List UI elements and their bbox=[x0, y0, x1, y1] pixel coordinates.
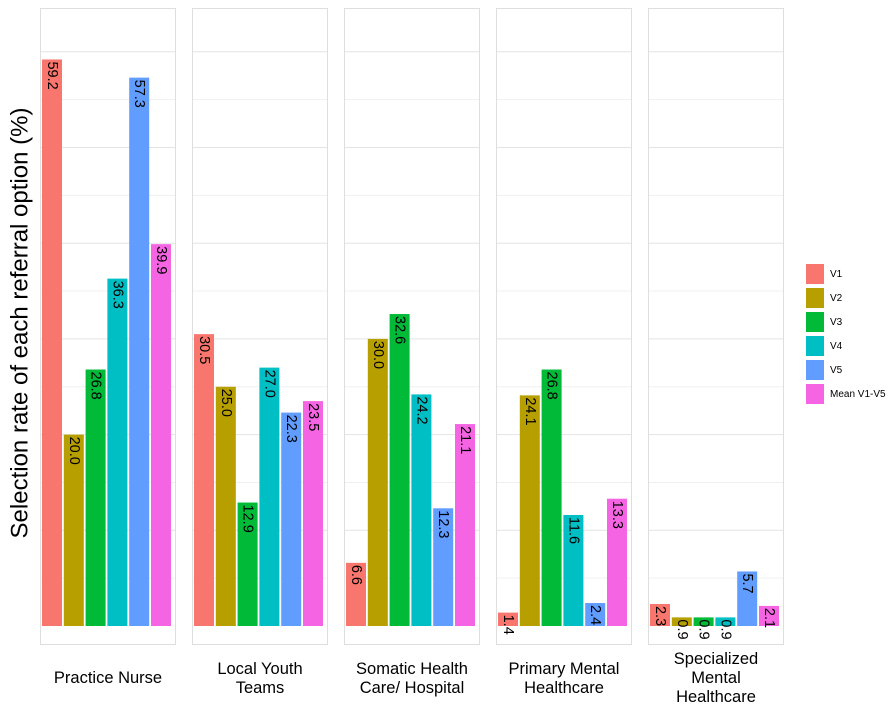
facet-4-value-label: 13.3 bbox=[609, 501, 625, 529]
legend-label: Mean V1-V5 bbox=[830, 388, 886, 400]
facet-1-value-label: 36.3 bbox=[109, 281, 125, 309]
facet-5-bar-v4 bbox=[715, 617, 736, 626]
facet-5-bar-v2 bbox=[671, 617, 692, 626]
facet-4-bar-v3 bbox=[541, 369, 562, 626]
facet-4-value-label: 24.1 bbox=[522, 397, 538, 425]
legend-label: V4 bbox=[830, 340, 843, 352]
facet-4-bar-mean-v1-v5 bbox=[607, 498, 627, 626]
bar-chart: 59.2 20.0 26.8 36.3 57.3 39.9 30.5 25.0 12.9 27.0… bbox=[40, 8, 784, 645]
facet-4-bar-v1 bbox=[498, 612, 518, 626]
facet-3-value-label: 30.0 bbox=[370, 341, 386, 369]
facet-1-label: Practice Nurse bbox=[53, 669, 163, 687]
legend-swatch bbox=[806, 264, 824, 284]
facet-4-value-label: 11.6 bbox=[565, 517, 581, 544]
legend-item-v3: V3 bbox=[806, 310, 886, 334]
facet-2-value-label: 23.5 bbox=[305, 403, 321, 431]
facet-2-value-label: 25.0 bbox=[218, 389, 234, 417]
facet-3-value-label: 32.6 bbox=[392, 316, 408, 344]
facet-2-bar-v4 bbox=[259, 367, 280, 626]
legend: V1 V2 V3 V4 V5 Mean V1-V5 bbox=[806, 262, 886, 406]
legend-swatch bbox=[806, 384, 824, 404]
facet-5-value-label: 2.1 bbox=[761, 608, 777, 628]
facet-4-bar-v5 bbox=[585, 603, 606, 626]
facet-2-value-label: 27.0 bbox=[261, 370, 277, 398]
facet-2-bar-v3 bbox=[237, 502, 258, 626]
facet-4-value-label: 26.8 bbox=[544, 372, 560, 400]
facet-2-value-label: 30.5 bbox=[196, 336, 212, 364]
facet-3-bar-v5 bbox=[433, 508, 454, 626]
facet-5-value-label: 0.9 bbox=[674, 619, 690, 639]
facet-2-value-label: 12.9 bbox=[240, 505, 256, 533]
legend-swatch bbox=[806, 312, 824, 332]
legend-label: V2 bbox=[830, 292, 843, 304]
legend-item-v5: V5 bbox=[806, 358, 886, 382]
legend-swatch bbox=[806, 360, 824, 380]
facet-5-panel bbox=[648, 8, 784, 645]
facet-3-value-label: 21.1 bbox=[457, 426, 473, 454]
legend-label: V3 bbox=[830, 316, 843, 328]
facet-2-bar-v2 bbox=[215, 386, 236, 626]
facet-1-bar-v4 bbox=[107, 278, 128, 626]
legend-item-v4: V4 bbox=[806, 334, 886, 358]
facet-1-value-label: 59.2 bbox=[44, 61, 60, 89]
facet-5-value-label: 2.3 bbox=[652, 606, 668, 626]
facet-3-value-label: 24.2 bbox=[413, 396, 429, 424]
facet-1-value-label: 39.9 bbox=[153, 246, 169, 274]
facet-2-value-label: 22.3 bbox=[283, 415, 299, 443]
facet-5-value-label: 0.9 bbox=[717, 619, 733, 639]
facet-1-bar-v1 bbox=[42, 59, 62, 627]
facet-5-value-label: 0.9 bbox=[696, 619, 712, 639]
facet-4-label: Primary Mental Healthcare bbox=[508, 660, 620, 697]
facet-1-bar-v3 bbox=[85, 369, 106, 626]
facet-2-bar-v5 bbox=[281, 412, 302, 626]
facet-4-bar-v2 bbox=[519, 395, 540, 626]
facet-5-label: Specialized Mental Healthcare bbox=[673, 650, 759, 706]
legend-item-mean: Mean V1-V5 bbox=[806, 382, 886, 406]
facet-1-value-label: 57.3 bbox=[131, 80, 147, 108]
legend-label: V1 bbox=[830, 268, 843, 280]
facet-5-bar-v5 bbox=[737, 571, 758, 626]
legend-item-v1: V1 bbox=[806, 262, 886, 286]
facet-3-bar-mean-v1-v5 bbox=[455, 424, 475, 626]
facet-3-value-label: 6.6 bbox=[348, 565, 364, 585]
legend-swatch bbox=[806, 336, 824, 356]
legend-swatch bbox=[806, 288, 824, 308]
facet-5-value-label: 5.7 bbox=[739, 573, 755, 593]
legend-label: V5 bbox=[830, 364, 843, 376]
facet-4-value-label: 1.4 bbox=[500, 615, 516, 635]
facet-1-value-label: 20.0 bbox=[66, 437, 82, 465]
facet-2-bar-v1 bbox=[194, 334, 214, 626]
facet-1-value-label: 26.8 bbox=[88, 372, 104, 400]
facet-3-label: Somatic Health Care/ Hospital bbox=[356, 660, 468, 697]
facet-3-bar-v4 bbox=[411, 394, 432, 626]
facet-2-label: Local Youth Teams bbox=[217, 660, 303, 697]
facet-3-bar-v2 bbox=[367, 338, 388, 626]
facet-3-value-label: 12.3 bbox=[435, 510, 451, 538]
facet-4-bar-v4 bbox=[563, 514, 584, 626]
facet-2-bar-mean-v1-v5 bbox=[303, 401, 323, 626]
facet-5-bar-mean-v1-v5 bbox=[759, 605, 779, 626]
facet-1-bar-v5 bbox=[129, 77, 150, 627]
facet-5-bar-v1 bbox=[650, 603, 670, 626]
facet-3-bar-v3 bbox=[389, 314, 410, 626]
facet-1-bar-v2 bbox=[63, 434, 84, 626]
facet-1-bar-mean-v1-v5 bbox=[151, 244, 171, 627]
facet-3-bar-v1 bbox=[346, 562, 366, 626]
facet-5-bar-v3 bbox=[693, 617, 714, 626]
legend-item-v2: V2 bbox=[806, 286, 886, 310]
facet-4-value-label: 2.4 bbox=[587, 605, 603, 625]
